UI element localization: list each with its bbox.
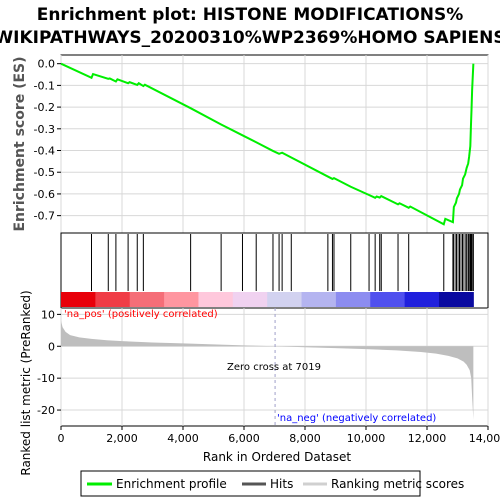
es-gridlines [60,55,489,233]
metric-x-axis-label: Rank in Ordered Dataset [203,450,351,464]
metric-y-tick-label: 10 [41,308,55,321]
ranked-metric-area [61,320,474,420]
es-y-tick-label: -0.3 [34,123,55,136]
heat-bar-segment [61,292,96,307]
metric-y-ticks: 10 0 -10 -20 [37,308,61,417]
heat-bar-segment [404,292,440,307]
es-y-tick-label: -0.5 [34,166,55,179]
heat-bar-segment [301,292,337,307]
enrichment-score-panel: 0.0 -0.1 -0.2 -0.3 -0.4 -0.5 -0.6 -0.7 Enrichme… [12,54,489,234]
metric-x-tick-label: 10,000 [347,432,386,445]
legend-hits-label: Hits [270,477,293,491]
positive-correlation-label: 'na_pos' (positively correlated) [64,309,218,320]
metric-frame [60,307,489,427]
zero-cross-label: Zero cross at 7019 [227,362,321,373]
metric-x-tick-label: 4,000 [167,432,199,445]
heat-bar-segment [164,292,199,307]
heat-bar-segment [95,292,131,307]
es-y-tick-label: 0.0 [38,58,56,71]
heat-bar-segment [267,292,303,307]
es-y-tick-label: -0.6 [34,188,55,201]
metric-x-tick-label: 2,000 [106,432,138,445]
heat-bar-segment [198,292,234,307]
heat-bar-segment [129,292,165,307]
es-y-tick-label: -0.1 [34,79,55,92]
negative-correlation-label: 'na_neg' (negatively correlated) [277,413,436,424]
metric-x-tick-label: 0 [58,432,65,445]
metric-x-tick-label: 14,000 [469,432,500,445]
es-y-tick-label: -0.2 [34,101,55,114]
metric-y-tick-label: 0 [48,340,55,353]
legend-metric-label: Ranking metric scores [331,477,464,491]
legend: Enrichment profile Hits Ranking metric s… [80,470,464,497]
metric-y-axis-label: Ranked list metric (PreRanked) [19,290,33,475]
heat-bar-segment [232,292,268,307]
es-y-tick-label: -0.7 [34,210,55,223]
metric-y-tick-label: -10 [37,372,55,385]
heat-bar-segment [438,292,474,307]
ranking-heat-bar [61,292,474,307]
ranked-metric-panel: 'na_pos' (positively correlated) Zero cr… [19,290,500,475]
heat-bar-segment [370,292,406,307]
es-plot-frame [60,54,489,234]
metric-x-ticks: 0 2,000 4,000 6,000 8,000 10,000 12,000 14,000 [58,426,500,445]
title-line-1: Enrichment plot: HISTONE MODIFICATIONS% [37,5,464,25]
es-y-ticks: 0.0 -0.1 -0.2 -0.3 -0.4 -0.5 -0.6 -0.7 [34,58,61,223]
es-y-axis-label: Enrichment score (ES) [12,56,28,231]
metric-x-tick-label: 8,000 [289,432,321,445]
heat-bar-segment [335,292,371,307]
legend-enrichment-label: Enrichment profile [116,477,227,491]
metric-x-tick-label: 6,000 [228,432,260,445]
title-line-2: WIKIPATHWAYS_20200310%WP2369%HOMO SAPIEN… [0,28,500,48]
enrichment-profile-line [60,62,475,226]
metric-y-tick-label: -20 [37,404,55,417]
hits-panel [60,232,489,309]
hit-lines [91,234,474,291]
metric-x-tick-label: 12,000 [408,432,447,445]
es-y-tick-label: -0.4 [34,145,55,158]
